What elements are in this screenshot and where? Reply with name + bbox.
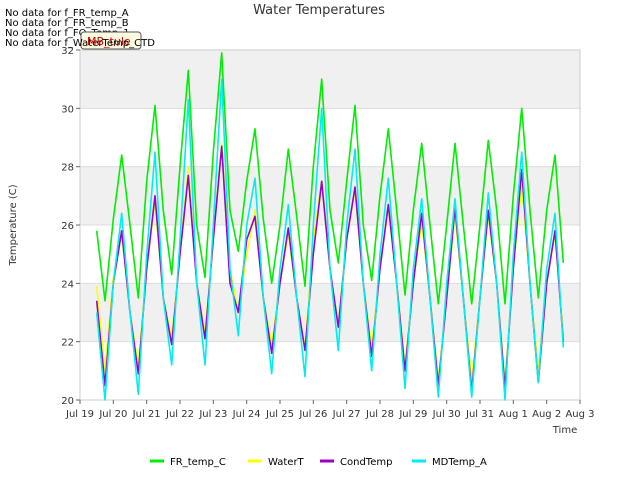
series-line-MDTemp_A <box>95 78 565 401</box>
legend-label: FR_temp_C <box>170 457 226 468</box>
x-tick-label: Jul 25 <box>265 409 294 420</box>
legend-label: CondTemp <box>340 457 392 468</box>
y-tick-label: 30 <box>61 104 74 115</box>
x-axis-title: Time <box>552 425 577 436</box>
y-tick-label: 20 <box>61 396 74 407</box>
background-band <box>80 283 580 342</box>
series-layer <box>95 52 565 401</box>
background-band <box>80 108 580 167</box>
series-line-FR_temp_C <box>95 52 565 305</box>
tooltip-label: MB_tule <box>87 35 131 48</box>
y-tick-label: 22 <box>61 338 74 349</box>
background-band <box>80 50 580 109</box>
y-tick-label: 32 <box>61 46 74 57</box>
background-band <box>80 341 580 400</box>
tooltip-box <box>80 31 142 50</box>
x-tick-label: Aug 1 <box>499 409 528 420</box>
legend-label: WaterT <box>268 457 305 468</box>
legend-label: MDTemp_A <box>432 457 487 468</box>
no-data-message: No data for f_FO_Temp_1 <box>5 28 130 39</box>
tooltip: MB_tule <box>80 31 142 50</box>
legend: FR_temp_C WaterT CondTemp MDTemp_A <box>150 457 487 468</box>
x-tick-label: Jul 21 <box>132 409 161 420</box>
no-data-message: No data for f_WaterTemp_CTD <box>5 38 155 49</box>
x-tick-label: Jul 19 <box>65 409 94 420</box>
y-axis-title: Temperature (C) <box>8 184 19 266</box>
y-tick-label: 28 <box>61 163 74 174</box>
no-data-message: No data for f_FR_temp_A <box>5 8 129 19</box>
x-tick-label: Jul 31 <box>465 409 494 420</box>
x-tick-label: Jul 20 <box>98 409 127 420</box>
y-tick-label: 26 <box>61 221 74 232</box>
x-tick-label: Jul 26 <box>298 409 327 420</box>
x-tick-label: Jul 29 <box>398 409 427 420</box>
x-axis: Jul 19 Jul 20 Jul 21 Jul 22 Jul 23 Jul 24 Jul … <box>65 400 595 420</box>
x-tick-label: Aug 2 <box>532 409 561 420</box>
x-tick-label: Jul 23 <box>198 409 227 420</box>
x-tick-label: Jul 30 <box>432 409 461 420</box>
x-tick-label: Jul 28 <box>365 409 394 420</box>
x-tick-label: Aug 3 <box>565 409 594 420</box>
no-data-message: No data for f_FR_temp_B <box>5 18 129 29</box>
chart-title: Water Temperatures <box>253 3 385 18</box>
x-tick-label: Jul 22 <box>165 409 194 420</box>
x-tick-label: Jul 24 <box>232 409 261 420</box>
y-tick-label: 24 <box>61 279 74 290</box>
x-tick-label: Jul 27 <box>332 409 361 420</box>
y-axis: 20 22 24 26 28 30 32 <box>61 46 80 407</box>
